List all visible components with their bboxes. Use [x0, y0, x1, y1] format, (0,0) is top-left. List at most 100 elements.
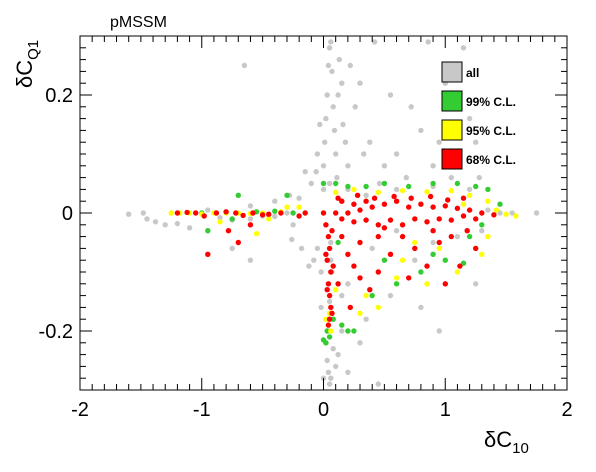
data-point: [430, 180, 436, 187]
data-point: [485, 207, 491, 213]
data-point: [284, 192, 290, 198]
data-point: [442, 203, 448, 209]
data-point: [393, 151, 400, 157]
data-point: [323, 115, 329, 122]
data-point: [406, 183, 412, 190]
data-point: [454, 233, 461, 240]
data-point: [229, 216, 235, 222]
data-point: [339, 233, 345, 240]
data-point: [485, 198, 491, 204]
data-point: [325, 322, 332, 328]
data-point: [430, 228, 436, 234]
data-point: [325, 62, 332, 69]
x-axis-title-sub: 10: [512, 440, 529, 457]
legend-label: 68% C.L.: [466, 153, 516, 167]
data-point: [241, 62, 248, 69]
data-point: [351, 219, 357, 225]
data-point: [369, 245, 375, 252]
legend-swatch: [441, 61, 463, 83]
data-point: [497, 210, 503, 216]
data-point: [393, 186, 400, 193]
data-point: [454, 269, 461, 275]
data-point: [331, 127, 338, 134]
data-point: [326, 298, 333, 305]
data-point: [328, 328, 334, 334]
data-point: [381, 201, 388, 207]
data-point: [340, 121, 346, 128]
data-point: [436, 245, 442, 252]
data-point: [460, 260, 467, 266]
data-point: [345, 183, 351, 190]
data-point: [217, 215, 223, 221]
data-point: [399, 257, 406, 263]
chart-title: pMSSM: [110, 14, 167, 31]
data-point: [272, 208, 278, 214]
data-point: [339, 216, 345, 222]
data-point: [318, 269, 324, 275]
data-point: [325, 233, 332, 240]
data-point: [424, 281, 430, 287]
data-point: [367, 287, 373, 293]
data-point: [290, 210, 296, 216]
data-point: [460, 195, 467, 201]
data-point: [424, 189, 430, 195]
data-point: [205, 228, 211, 234]
data-point: [278, 210, 284, 216]
data-point: [217, 219, 223, 225]
data-point: [533, 210, 540, 216]
data-point: [464, 228, 470, 234]
data-point: [326, 180, 333, 187]
data-point: [339, 292, 345, 299]
data-point: [460, 201, 467, 207]
data-point: [418, 201, 424, 207]
data-point: [363, 217, 369, 223]
data-point: [186, 225, 193, 231]
data-point: [162, 222, 168, 228]
data-point: [430, 204, 436, 210]
data-point: [473, 281, 479, 287]
data-point: [320, 180, 327, 187]
data-point: [326, 245, 333, 252]
x-tick-label: -2: [71, 399, 89, 421]
data-point: [479, 222, 485, 228]
data-point: [351, 201, 357, 207]
data-point: [201, 213, 207, 219]
data-point: [387, 217, 394, 223]
x-tick-label: 0: [318, 399, 329, 421]
y-tick-label: 0.2: [45, 85, 73, 107]
data-point: [339, 322, 345, 328]
data-point: [328, 39, 334, 45]
data-point: [205, 251, 211, 257]
data-point: [354, 192, 361, 198]
data-point: [259, 212, 266, 218]
data-point: [328, 375, 334, 381]
legend: all 99% C.L. 95% C.L. 68% C.L.: [441, 61, 516, 170]
y-axis-title-sub: Q1: [25, 40, 42, 60]
data-point: [424, 263, 430, 269]
data-point: [448, 233, 454, 240]
data-point: [335, 239, 341, 246]
data-point: [375, 381, 381, 387]
data-point: [247, 222, 254, 228]
data-point: [473, 183, 479, 190]
data-point: [393, 198, 400, 204]
data-point: [296, 213, 302, 219]
data-point: [298, 245, 305, 252]
data-point: [436, 239, 442, 246]
data-point: [333, 180, 339, 187]
data-point: [330, 104, 336, 110]
data-point: [513, 213, 519, 219]
data-point: [335, 351, 341, 358]
data-point: [266, 216, 272, 222]
data-point: [399, 187, 406, 194]
data-point: [427, 193, 434, 200]
data-point: [509, 210, 515, 216]
data-point: [324, 357, 330, 364]
data-point: [442, 257, 448, 263]
data-point: [454, 180, 461, 187]
data-point: [436, 328, 442, 334]
data-point: [333, 210, 339, 216]
data-point: [247, 257, 254, 263]
